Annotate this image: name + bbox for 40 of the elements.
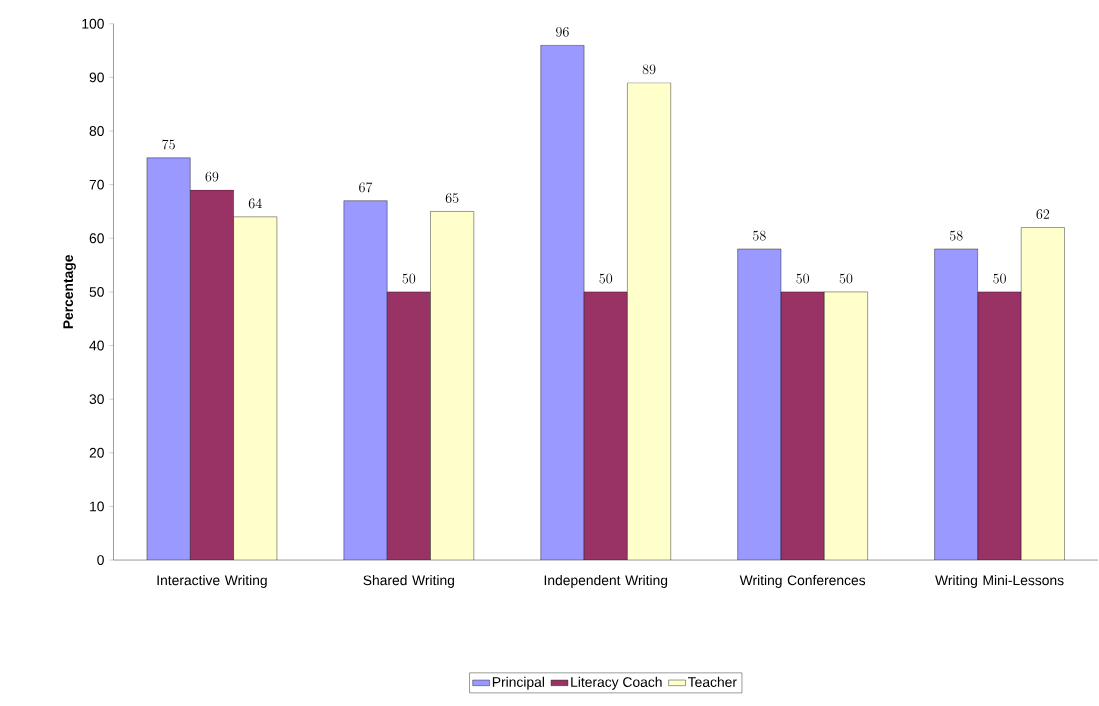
bar bbox=[1021, 227, 1065, 561]
data-label: 96 bbox=[556, 27, 569, 37]
y-tick-label: 10 bbox=[90, 501, 104, 512]
data-label: 50 bbox=[599, 273, 613, 284]
data-label: 50 bbox=[796, 273, 810, 284]
data-label: 50 bbox=[839, 273, 853, 284]
data-label: 50 bbox=[402, 273, 416, 284]
data-label: 69 bbox=[205, 172, 219, 182]
data-label: 62 bbox=[1036, 209, 1050, 220]
legend-label: Literacy Coach bbox=[571, 677, 662, 690]
bar bbox=[824, 292, 868, 561]
y-tick-label: 60 bbox=[89, 233, 104, 244]
data-label: 75 bbox=[162, 139, 175, 150]
legend-label: Principal bbox=[492, 677, 544, 690]
y-tick-label: 100 bbox=[82, 19, 104, 29]
y-tick-label: 90 bbox=[89, 72, 104, 83]
y-axis-title: Percentage bbox=[63, 255, 76, 329]
x-tick-label: Writing Mini-Lessons bbox=[935, 575, 1064, 589]
data-label: 89 bbox=[642, 64, 656, 75]
data-label: 50 bbox=[993, 273, 1006, 284]
y-tick-label: 80 bbox=[89, 126, 104, 137]
bar bbox=[233, 217, 277, 561]
data-label: 58 bbox=[753, 231, 766, 241]
bar bbox=[627, 82, 671, 561]
x-tick-label: Independent Writing bbox=[544, 575, 668, 589]
data-label: 67 bbox=[359, 182, 373, 193]
y-tick-label: 70 bbox=[89, 179, 104, 190]
legend-label: Teacher bbox=[688, 677, 737, 688]
data-label: 65 bbox=[445, 193, 459, 204]
y-tick-label: 50 bbox=[89, 287, 104, 298]
y-tick-label: 40 bbox=[89, 340, 104, 351]
data-label: 58 bbox=[949, 231, 963, 241]
x-tick-label: Shared Writing bbox=[363, 575, 455, 589]
x-tick-label: Writing Conferences bbox=[739, 575, 866, 589]
y-tick-label: 20 bbox=[89, 448, 104, 458]
data-label: 64 bbox=[248, 198, 262, 209]
y-tick-label: 30 bbox=[89, 394, 104, 405]
bar bbox=[430, 211, 474, 561]
x-tick-label: Interactive Writing bbox=[157, 575, 267, 589]
y-tick-label: 0 bbox=[97, 555, 104, 566]
